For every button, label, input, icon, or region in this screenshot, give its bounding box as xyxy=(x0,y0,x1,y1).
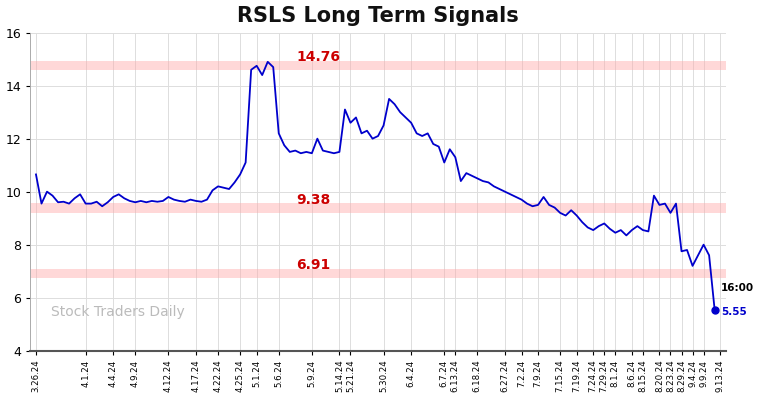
Text: 16:00: 16:00 xyxy=(721,283,754,293)
Title: RSLS Long Term Signals: RSLS Long Term Signals xyxy=(238,6,519,25)
Text: 14.76: 14.76 xyxy=(296,50,340,64)
Text: 9.38: 9.38 xyxy=(296,193,330,207)
Bar xyxy=(31,203,726,213)
Text: 6.91: 6.91 xyxy=(296,258,330,272)
Bar xyxy=(31,269,726,278)
Bar xyxy=(31,61,726,70)
Text: Stock Traders Daily: Stock Traders Daily xyxy=(51,305,185,319)
Text: 5.55: 5.55 xyxy=(721,307,747,317)
